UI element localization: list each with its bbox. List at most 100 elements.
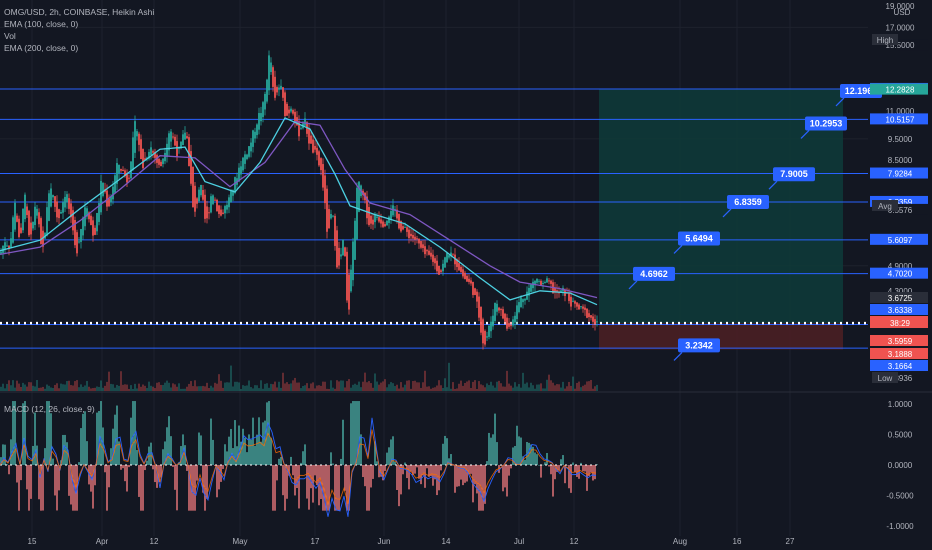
volume-bar xyxy=(506,370,508,391)
macd-hist-bar xyxy=(32,445,34,465)
candle-body xyxy=(148,151,150,159)
ema-lines xyxy=(0,117,598,306)
volume-bar xyxy=(368,381,370,391)
macd-hist-bar xyxy=(446,438,448,465)
volume-bar xyxy=(432,387,434,391)
candle-body xyxy=(76,232,78,254)
candle-body xyxy=(52,195,54,198)
macd-hist-bar xyxy=(350,403,352,465)
candle-body xyxy=(594,319,596,325)
target-pointer xyxy=(835,97,845,107)
volume-bar xyxy=(434,387,436,391)
macd-hist-bar xyxy=(40,465,42,511)
macd-hist-bar xyxy=(416,465,418,468)
time-label: Jun xyxy=(378,537,391,546)
volume-bar xyxy=(302,386,304,391)
volume-bar xyxy=(564,388,566,391)
macd-hist-bar xyxy=(234,420,236,465)
macd-hist-bar xyxy=(38,465,40,500)
stat-name-tag xyxy=(872,34,898,45)
volume-bar xyxy=(588,381,590,391)
macd-hist-bar xyxy=(124,465,126,482)
time-label: 12 xyxy=(570,537,579,546)
volume-bar xyxy=(462,385,464,391)
volume-bar xyxy=(84,385,86,391)
volume-bar xyxy=(86,380,88,391)
time-label: Jul xyxy=(514,537,524,546)
candle-body xyxy=(318,151,320,166)
macd-legend[interactable]: MACD (12, 26, close, 9) xyxy=(4,404,95,414)
volume-bar xyxy=(128,388,130,391)
candle-body xyxy=(244,154,246,164)
macd-hist-bar xyxy=(488,432,490,465)
price-tag-label: 3.1664 xyxy=(888,362,913,371)
candle-body xyxy=(194,185,196,212)
candle-body xyxy=(574,301,576,304)
volume-bar xyxy=(184,388,186,391)
candle-body xyxy=(546,278,548,283)
candle-body xyxy=(160,161,162,167)
macd-hist-bar xyxy=(106,465,108,511)
candle-body xyxy=(140,139,142,160)
volume-bar xyxy=(114,387,116,391)
candle-body xyxy=(36,208,38,216)
candle-body xyxy=(94,227,96,235)
macd-hist-bar xyxy=(346,465,348,511)
candle-body xyxy=(324,175,326,204)
macd-hist-bar xyxy=(188,465,190,511)
volume-bar xyxy=(282,372,284,391)
candle-body xyxy=(134,121,136,153)
candle-body xyxy=(374,213,376,223)
ema100-legend[interactable]: EMA (100, close, 0) xyxy=(4,19,79,29)
macd-hist-bar xyxy=(108,465,110,488)
macd-axis-label: -0.5000 xyxy=(886,491,914,500)
target-label-box xyxy=(727,194,769,209)
volume-bar xyxy=(500,383,502,391)
volume-bar xyxy=(262,388,264,391)
macd-hist-bar xyxy=(464,465,466,483)
candle-body xyxy=(300,127,302,129)
volume-bar xyxy=(50,387,52,391)
macd-hist-bar xyxy=(270,437,272,465)
candle-body xyxy=(348,274,350,310)
candle-body xyxy=(516,305,518,320)
candle-body xyxy=(252,130,254,147)
symbol-title[interactable]: OMG/USD, 2h, COINBASE, Heikin Ashi xyxy=(4,7,155,17)
candle-body xyxy=(114,175,116,193)
volume-bar xyxy=(256,385,258,391)
target-label-box xyxy=(805,116,847,131)
macd-hist-bar xyxy=(110,448,112,465)
volume-bar xyxy=(420,387,422,391)
macd-hist-bar xyxy=(228,436,230,465)
volume-bar xyxy=(140,386,142,391)
axis-label: 6.5576 xyxy=(888,206,913,215)
macd-hist-bar xyxy=(332,463,334,465)
macd-hist-bar xyxy=(98,410,100,465)
candle-body xyxy=(204,194,206,219)
stat-tag xyxy=(898,39,928,51)
macd-hist-bar xyxy=(200,435,202,465)
macd-hist-bar xyxy=(274,465,276,511)
candle-body xyxy=(402,226,404,230)
price-tag xyxy=(870,348,928,359)
ema200-legend[interactable]: EMA (200, close, 0) xyxy=(4,43,79,53)
volume-bar xyxy=(316,385,318,391)
macd-hist-bar xyxy=(218,465,220,490)
volume-bar xyxy=(4,388,6,391)
volume-bar xyxy=(162,385,164,391)
vol-legend[interactable]: Vol xyxy=(4,31,16,41)
candle-body xyxy=(494,302,496,321)
candle-body xyxy=(32,221,34,229)
volume-bar xyxy=(44,388,46,391)
volume-bar xyxy=(112,384,114,391)
volume-bar xyxy=(164,382,166,391)
macd-hist-bar xyxy=(334,465,336,511)
volume-bar xyxy=(270,383,272,391)
candle-body xyxy=(498,307,500,311)
volume-bar xyxy=(152,386,154,391)
volume-bar xyxy=(492,385,494,391)
candle-body xyxy=(352,241,354,281)
volume-bar xyxy=(290,383,292,391)
time-label: 12 xyxy=(150,537,159,546)
